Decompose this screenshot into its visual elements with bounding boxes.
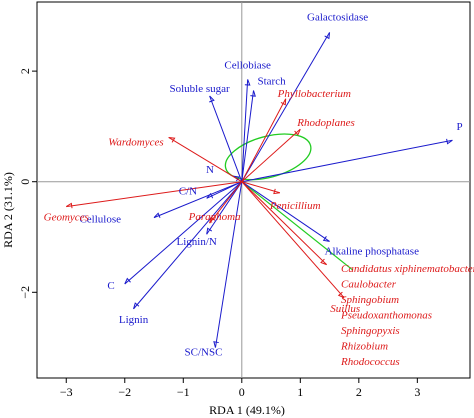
env-c-n-label: C/N <box>179 185 197 197</box>
env-lignin-n-arrow <box>206 181 243 235</box>
taxon-paraphoma-arrow <box>209 181 243 224</box>
taxon-phyllobacterium-arrowhead <box>280 98 287 106</box>
x-axis-title: RDA 1 (49.1%) <box>209 403 285 417</box>
taxa-group-label: Rhodococcus <box>340 356 400 368</box>
env-p-arrowhead <box>446 138 453 145</box>
taxa-group-label: Sphingopyxis <box>341 325 400 337</box>
env-sc-nsc-arrowhead <box>213 341 219 348</box>
env-sc-nsc-arrow <box>214 181 243 348</box>
taxon-geomyces-arrowhead <box>65 202 73 209</box>
taxon-candidatus-xiphinematobacter-arrowhead <box>320 258 327 266</box>
env-n-label: N <box>206 164 214 176</box>
y-tick-label: 2 <box>18 68 32 74</box>
env-soluble-sugar-arrow <box>209 95 243 182</box>
env-cellobiase-arrow <box>241 79 249 182</box>
taxon-rhodoplanes-label: Rhodoplanes <box>296 117 354 129</box>
x-tick-label: 2 <box>356 385 362 399</box>
y-axis-title: RDA 2 (31.1%) <box>1 172 15 248</box>
env-starch-arrowhead <box>250 90 256 97</box>
env-p-arrow <box>241 139 453 183</box>
env-galactosidase-arrow <box>241 32 330 182</box>
plot-frame <box>36 1 471 379</box>
taxon-geomyces-label: Geomyces <box>44 212 89 224</box>
env-alkaline-phosphatase-label: Alkaline phosphatase <box>325 245 420 257</box>
taxon-suillus-arrow <box>241 181 345 299</box>
env-c-n-arrowhead <box>206 192 214 199</box>
env-galactosidase-label: Galactosidase <box>307 11 368 23</box>
taxa-group-label: Rhizobium <box>340 341 388 353</box>
taxon-wardomyces-arrow <box>168 137 243 183</box>
y-tick-label: −2 <box>18 286 32 299</box>
taxon-candidatus-xiphinematobacter-arrow <box>241 181 327 266</box>
env-lignin-arrow <box>133 181 243 310</box>
env-lignin-label: Lignin <box>119 314 149 326</box>
x-tick-label: 3 <box>414 385 420 399</box>
y-tick-label: 0 <box>18 179 32 185</box>
x-tick-label: 1 <box>297 385 303 399</box>
env-starch-arrow <box>241 90 254 182</box>
env-cellobiase-label: Cellobiase <box>224 59 271 71</box>
env-cellulose-label: Cellulose <box>79 214 121 226</box>
confidence-ellipse <box>224 133 312 181</box>
env-alkaline-phosphatase-arrowhead <box>322 236 330 242</box>
env-lignin-n-label: Lignin/N <box>177 236 217 248</box>
env-n-arrowhead <box>232 175 240 182</box>
env-galactosidase-arrowhead <box>324 32 331 40</box>
taxon-paraphoma-arrowhead <box>209 216 216 224</box>
taxon-wardomyces-arrowhead <box>168 136 176 143</box>
taxon-rhodoplanes-arrow <box>241 128 301 183</box>
taxon-wardomyces-label: Wardomyces <box>108 136 163 148</box>
env-p-label: P <box>456 121 462 133</box>
taxon-rhodoplanes-arrowhead <box>294 128 301 136</box>
env-lignin-arrowhead <box>133 302 140 310</box>
green-line <box>241 181 354 271</box>
taxon-paraphoma-label: Paraphoma <box>188 211 241 223</box>
x-tick-label: 0 <box>239 385 245 399</box>
env-cellulose-arrow <box>153 181 242 219</box>
env-cellobiase-arrowhead <box>244 79 251 86</box>
env-soluble-sugar-label: Soluble sugar <box>170 83 231 95</box>
taxon-suillus-label: Suillus <box>330 303 360 315</box>
env-lignin-n-arrowhead <box>206 227 213 235</box>
taxa-group-label: Sphingobium <box>341 294 399 306</box>
env-c-arrowhead <box>124 277 131 285</box>
taxa-group-label: Pseudoxanthomonas <box>340 310 432 322</box>
taxon-penicillium-arrow <box>241 181 280 194</box>
taxon-phyllobacterium-label: Phyllobacterium <box>277 88 351 100</box>
taxon-phyllobacterium-arrow <box>241 98 287 182</box>
env-c-arrow <box>124 181 243 285</box>
taxon-suillus-arrowhead <box>337 291 345 299</box>
env-c-label: C <box>107 280 114 292</box>
taxon-penicillium-arrowhead <box>273 188 280 195</box>
env-alkaline-phosphatase-arrow <box>241 181 330 242</box>
taxon-geomyces-arrow <box>66 181 242 208</box>
env-soluble-sugar-arrowhead <box>209 95 215 103</box>
x-tick-label: −2 <box>118 385 131 399</box>
env-sc-nsc-label: SC/NSC <box>185 347 223 359</box>
x-tick-label: −1 <box>177 385 190 399</box>
env-starch-label: Starch <box>258 75 287 87</box>
env-cellulose-arrowhead <box>153 212 161 219</box>
taxa-group-label: Caulobacter <box>341 279 397 291</box>
taxa-group-label: Candidatus xiphinematobacter <box>341 263 474 275</box>
x-tick-label: −3 <box>60 385 73 399</box>
taxon-penicillium-label: Penicillium <box>269 200 321 212</box>
